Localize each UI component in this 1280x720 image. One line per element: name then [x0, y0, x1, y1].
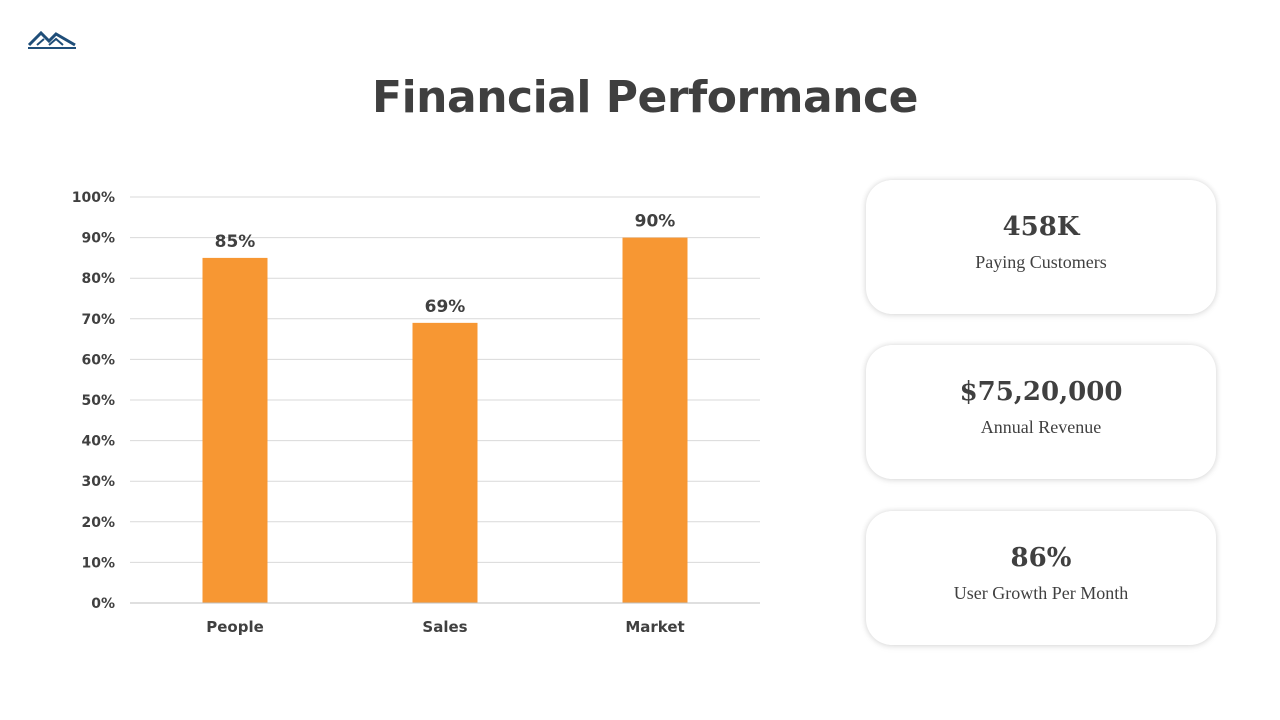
y-tick-label: 10%: [81, 555, 115, 571]
y-tick-label: 60%: [81, 352, 115, 368]
y-tick-label: 0%: [91, 596, 115, 612]
stat-card-user-growth: 86% User Growth Per Month: [866, 511, 1216, 645]
y-tick-label: 50%: [81, 393, 115, 409]
x-axis-category-labels: People Sales Market: [206, 618, 684, 636]
stat-label: Paying Customers: [975, 252, 1107, 272]
page-title: Financial Performance: [372, 72, 918, 123]
y-tick-label: 80%: [81, 271, 115, 287]
y-tick-label: 70%: [81, 312, 115, 328]
y-tick-label: 100%: [72, 190, 115, 206]
stat-value: $75,20,000: [959, 377, 1123, 407]
mountain-logo-icon: [27, 30, 76, 49]
stat-card-annual-revenue: $75,20,000 Annual Revenue: [866, 345, 1216, 479]
data-label: 69%: [425, 297, 466, 317]
stat-card-paying-customers: 458K Paying Customers: [866, 180, 1216, 314]
bar-sales: [412, 322, 478, 603]
bar-people: [202, 257, 268, 603]
chart-bars: [202, 237, 688, 603]
stat-label: Annual Revenue: [980, 417, 1102, 437]
y-tick-label: 90%: [81, 231, 115, 247]
chart-data-labels: 85% 69% 90%: [215, 212, 676, 317]
stat-value: 86%: [1010, 543, 1072, 573]
y-axis-tick-labels: 0% 10% 20% 30% 40% 50% 60% 70% 80% 90% 100%: [72, 190, 115, 612]
data-label: 85%: [215, 232, 256, 252]
y-tick-label: 40%: [81, 434, 115, 450]
stat-label: User Growth Per Month: [953, 583, 1129, 603]
bar-chart: 0% 10% 20% 30% 40% 50% 60% 70% 80% 90% 100% 85% 69%…: [72, 190, 760, 636]
x-category-label: People: [206, 618, 264, 636]
y-tick-label: 30%: [81, 474, 115, 490]
stat-value: 458K: [1002, 212, 1080, 242]
x-category-label: Sales: [422, 618, 467, 636]
bar-market: [622, 237, 688, 603]
x-category-label: Market: [625, 618, 684, 636]
y-tick-label: 20%: [81, 515, 115, 531]
data-label: 90%: [635, 212, 676, 232]
